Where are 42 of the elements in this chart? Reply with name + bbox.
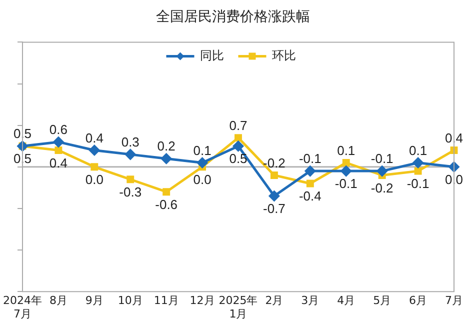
data-label: 0.4 — [49, 155, 68, 170]
data-label: 0.2 — [157, 138, 176, 154]
data-label: -0.3 — [119, 184, 142, 200]
data-label: -0.2 — [263, 155, 286, 170]
x-tick-label: 11月 — [154, 294, 179, 308]
data-label: 0.1 — [193, 142, 212, 158]
x-tick-label: 9月 — [85, 294, 104, 308]
data-label: -0.1 — [370, 151, 394, 166]
data-label: 0.0 — [444, 172, 464, 187]
data-label: 0.6 — [49, 122, 68, 138]
data-label: 0.4 — [444, 130, 464, 146]
x-tick-label: 3月 — [301, 294, 320, 308]
data-label: -0.1 — [334, 176, 358, 192]
x-tick-label: 12月 — [190, 294, 215, 308]
data-label: -0.4 — [298, 188, 322, 204]
x-tick-label: 8月 — [49, 294, 68, 308]
legend-label: 环比 — [272, 48, 296, 62]
x-tick-label: 5月 — [373, 294, 392, 308]
data-label: 0.5 — [13, 151, 32, 166]
data-label: 0.1 — [409, 142, 428, 158]
data-label: 0.0 — [193, 172, 212, 187]
x-tick-label: 4月 — [337, 294, 356, 308]
data-label: 0.0 — [85, 172, 104, 187]
data-label: -0.1 — [298, 151, 322, 166]
data-label: 0.4 — [85, 130, 104, 146]
data-label: 0.3 — [121, 134, 140, 150]
data-label: -0.2 — [370, 180, 394, 196]
data-label: 0.1 — [337, 142, 356, 158]
x-tick-label: 6月 — [409, 294, 428, 308]
data-label: -0.1 — [406, 176, 430, 192]
data-label: 0.7 — [229, 118, 248, 133]
x-tick-label: 2025年 1月 — [218, 294, 258, 320]
x-tick-label: 2024年 7月 — [2, 294, 42, 320]
chart-title: 全国居民消费价格涨跌幅 — [155, 8, 311, 26]
data-label: 0.5 — [229, 151, 248, 166]
legend-label: 同比 — [200, 48, 224, 62]
data-label: 0.5 — [13, 126, 32, 142]
data-label: -0.6 — [155, 196, 178, 212]
x-tick-label: 2月 — [265, 294, 284, 308]
x-tick-label: 10月 — [118, 294, 143, 308]
x-tick-label: 7月 — [445, 294, 463, 308]
data-label: -0.7 — [263, 201, 286, 216]
